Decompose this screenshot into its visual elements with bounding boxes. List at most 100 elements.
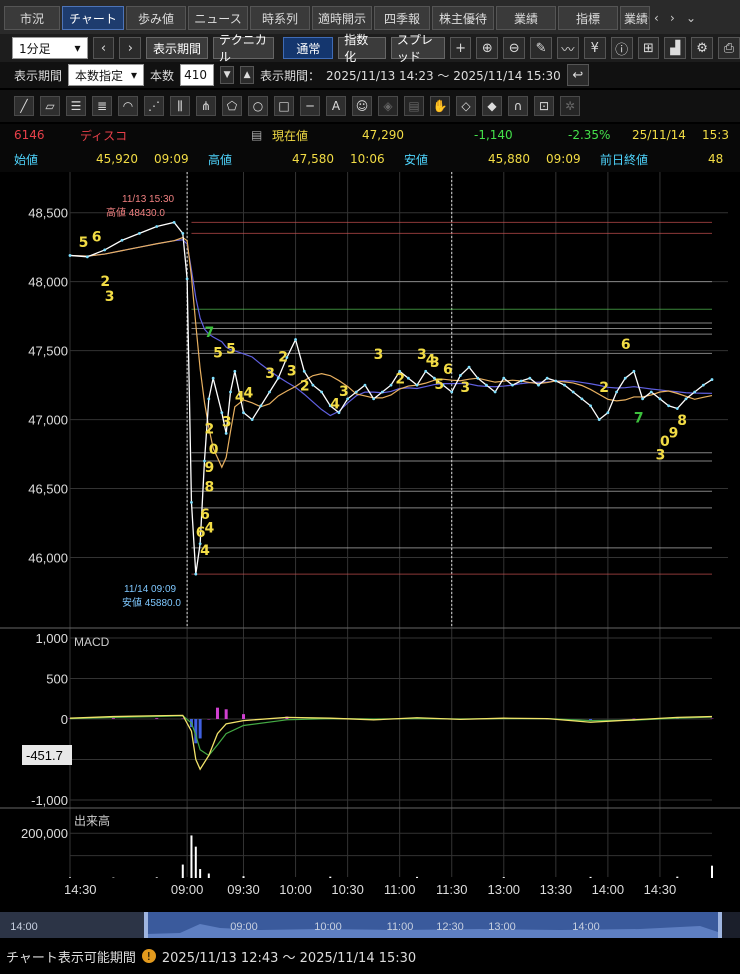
interval-select[interactable]: 1分足 ▾ — [12, 37, 88, 59]
x-tick-label: 13:00 — [488, 882, 521, 897]
volume-chart: 200,000 — [21, 826, 713, 878]
count-input[interactable]: 410 — [180, 64, 215, 86]
tab-disclosure[interactable]: 適時開示 — [312, 6, 372, 30]
chevron-right-icon[interactable]: › — [670, 11, 675, 25]
timeline-scrollbar[interactable]: 14:00 09:00 10:00 11:00 12:30 13:00 14:00 — [0, 912, 740, 938]
spread-button[interactable]: スプレッド — [390, 33, 445, 64]
signal-marker: 5 — [226, 341, 236, 357]
tab-shikiho[interactable]: 四季報 — [374, 6, 430, 30]
count-down-icon[interactable]: ▼ — [220, 66, 235, 84]
hlines-icon[interactable]: ☰ — [66, 96, 86, 116]
tab-market[interactable]: 市況 — [4, 6, 60, 30]
signal-marker: 9 — [204, 460, 214, 476]
macd-histogram-bar — [194, 719, 198, 744]
macd-tick-label: 500 — [46, 672, 68, 687]
pencil-icon[interactable]: ✎ — [530, 37, 552, 59]
volume-bar — [416, 876, 419, 878]
pentagon-icon[interactable]: ⬠ — [222, 96, 242, 116]
channel-icon[interactable]: ≣ — [92, 96, 112, 116]
rectangle-icon[interactable]: □ — [274, 96, 294, 116]
my-chart-icon[interactable]: ⊞ — [637, 37, 660, 59]
tab-chart[interactable]: チャート — [62, 6, 124, 30]
tab-time-and-sales[interactable]: 歩み値 — [126, 6, 186, 30]
chevron-down-icon[interactable]: ⌄ — [686, 11, 697, 25]
price-point — [320, 390, 323, 394]
hline-icon[interactable]: ─ — [300, 96, 320, 116]
price-point — [354, 390, 358, 394]
price-point — [328, 404, 332, 408]
signal-marker: 6 — [621, 337, 631, 353]
document-icon[interactable]: ▤ — [251, 128, 263, 142]
tab-timeseries[interactable]: 時系列 — [250, 6, 310, 30]
tab-shareholder[interactable]: 株主優待 — [432, 6, 494, 30]
price-point — [606, 411, 610, 415]
tab-indicators[interactable]: 指標 — [558, 6, 618, 30]
erase-all-icon[interactable]: ◆ — [482, 96, 502, 116]
tab-news[interactable]: ニュース — [188, 6, 248, 30]
wave-icon[interactable]: 〰 — [556, 37, 579, 59]
tab-earnings[interactable]: 業績 — [496, 6, 556, 30]
price-point — [181, 231, 185, 235]
price-point — [667, 404, 671, 408]
technical-button[interactable]: テクニカル — [212, 33, 275, 64]
info-icon[interactable]: ⓘ — [610, 37, 633, 59]
prev-button[interactable]: ‹ — [92, 37, 115, 59]
timeline-right-handle[interactable] — [718, 912, 722, 938]
price-point — [476, 376, 480, 380]
ruler-icon[interactable]: ▱ — [40, 96, 60, 116]
price-tick-label: 46,500 — [28, 482, 68, 497]
price-point — [511, 383, 514, 387]
price-point — [467, 365, 471, 369]
normal-button[interactable]: 通常 — [283, 37, 334, 59]
pitchfork-icon[interactable]: ⋔ — [196, 96, 216, 116]
lock-icon[interactable]: ⊡ — [534, 96, 554, 116]
trendline-icon[interactable]: ╱ — [14, 96, 34, 116]
chevron-left-icon[interactable]: ‹ — [654, 11, 659, 25]
price-point — [250, 418, 254, 421]
count-up-icon[interactable]: ▲ — [240, 66, 255, 84]
zoom-out-icon[interactable]: ⊖ — [503, 37, 526, 59]
magnet-icon[interactable]: ∩ — [508, 96, 528, 116]
period-mode-select[interactable]: 本数指定 ▾ — [68, 64, 145, 86]
interval-value: 1分足 — [19, 41, 51, 56]
price-tick-label: 48,000 — [28, 275, 68, 290]
prev-close-price: 48 — [708, 152, 724, 166]
price-point — [294, 338, 297, 341]
signal-marker: 4 — [235, 390, 245, 406]
footer-label: チャート表示可能期間 — [6, 950, 136, 966]
current-label: 現在値 — [272, 128, 309, 143]
arc-icon[interactable]: ◠ — [118, 96, 138, 116]
plus-icon[interactable]: + — [449, 37, 472, 59]
low-price: 45,880 — [488, 152, 530, 166]
macd-histogram-bar — [215, 707, 219, 719]
price-point — [276, 376, 280, 380]
tab-forecast[interactable]: 業績予 — [620, 6, 650, 30]
area-chart-icon[interactable]: ▟ — [664, 37, 687, 59]
eraser-icon[interactable]: ◇ — [456, 96, 476, 116]
stamp-icon[interactable]: ☺ — [352, 96, 372, 116]
zoom-in-icon[interactable]: ⊕ — [476, 37, 499, 59]
price-point — [211, 376, 215, 380]
signal-marker: 3 — [287, 363, 297, 379]
display-period-button[interactable]: 表示期間 — [146, 37, 208, 59]
text-icon[interactable]: A — [326, 96, 346, 116]
index-button[interactable]: 指数化 — [338, 33, 386, 64]
circle-icon[interactable]: ○ — [248, 96, 268, 116]
open-label: 始値 — [14, 152, 39, 167]
signal-marker: 3 — [374, 347, 384, 363]
print-icon[interactable]: ⎙ — [718, 37, 740, 59]
prev-close-label: 前日終値 — [600, 152, 649, 167]
yen-icon[interactable]: ¥ — [583, 37, 606, 59]
timeline-left-handle[interactable] — [144, 912, 148, 938]
period-row: 表示期間 本数指定 ▾ 本数 410 ▼ ▲ 表示期間： 2025/11/13 1… — [0, 62, 740, 88]
timeline-labels: 14:00 09:00 10:00 11:00 12:30 13:00 14:00 — [10, 921, 600, 933]
signal-marker: 4 — [244, 386, 254, 402]
stock-code: 6146 — [14, 128, 45, 142]
vlines-icon[interactable]: ⫼ — [170, 96, 190, 116]
wrench-icon[interactable]: ⚙ — [691, 37, 714, 59]
fan-icon[interactable]: ⋰ — [144, 96, 164, 116]
reset-icon[interactable]: ↩ — [566, 64, 589, 86]
price-point — [493, 390, 497, 394]
next-button[interactable]: › — [119, 37, 142, 59]
